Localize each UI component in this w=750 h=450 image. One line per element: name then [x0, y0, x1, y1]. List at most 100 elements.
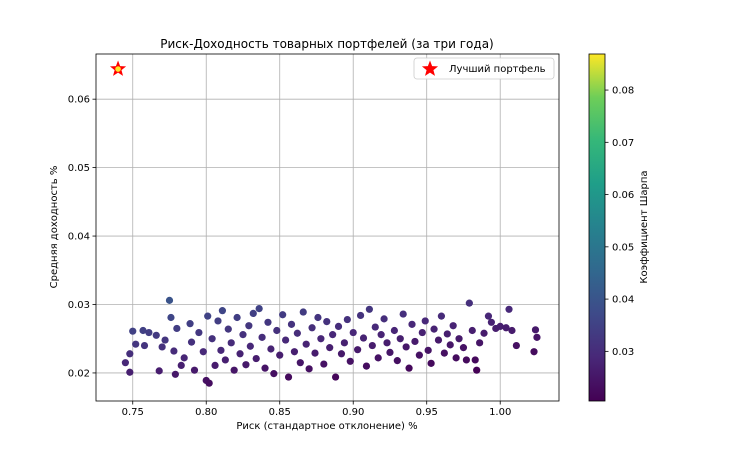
y-axis-label: Средняя доходность %	[49, 166, 60, 289]
portfolio-point	[393, 357, 401, 365]
portfolio-point	[177, 361, 185, 370]
portfolio-point	[126, 350, 134, 358]
portfolio-point	[217, 346, 225, 354]
portfolio-point	[284, 373, 293, 381]
portfolio-point	[399, 310, 407, 318]
x-tick-label: 0.95	[416, 407, 438, 418]
portfolio-point	[427, 359, 435, 367]
portfolio-point	[411, 337, 419, 346]
portfolio-point	[430, 325, 438, 333]
portfolio-point	[405, 364, 413, 372]
x-tick-label: 0.90	[342, 407, 364, 418]
portfolio-point	[308, 324, 316, 332]
portfolio-point	[340, 339, 349, 347]
portfolio-point	[484, 312, 493, 320]
portfolio-point	[270, 370, 278, 378]
legend: Лучший портфель	[413, 57, 555, 80]
portfolio-point	[211, 361, 219, 370]
portfolio-point	[267, 345, 275, 353]
portfolio-point	[408, 320, 416, 328]
portfolio-point	[258, 333, 266, 341]
portfolio-point	[187, 338, 196, 346]
portfolio-point	[386, 348, 394, 357]
portfolio-point	[471, 356, 479, 364]
portfolio-point	[440, 349, 448, 357]
portfolio-point	[208, 335, 216, 343]
portfolio-point	[383, 339, 391, 347]
y-tick-label: 0.02	[68, 368, 90, 379]
portfolio-point	[205, 379, 213, 387]
portfolio-point	[255, 305, 263, 313]
portfolio-point	[462, 356, 470, 364]
x-tick-label: 0.85	[269, 407, 291, 418]
portfolio-point	[396, 335, 404, 343]
portfolio-point	[443, 330, 451, 338]
portfolio-point	[512, 341, 520, 350]
colorbar-tick-label: 0.03	[612, 347, 634, 358]
portfolio-point	[452, 354, 460, 362]
portfolio-point	[296, 359, 304, 367]
portfolio-point	[158, 343, 166, 351]
portfolio-point	[245, 322, 253, 330]
portfolio-point	[421, 317, 429, 325]
x-tick-label: 0.80	[195, 407, 217, 418]
portfolio-point	[434, 336, 443, 344]
portfolio-point	[287, 320, 296, 328]
portfolio-point	[264, 318, 272, 326]
colorbar: 0.03 0.04 0.05 0.06 0.07 0.08 Коэффициент Шар…	[588, 53, 650, 402]
portfolio-point	[282, 336, 290, 344]
portfolio-point	[279, 311, 287, 319]
portfolio-point	[221, 356, 229, 364]
portfolio-point	[455, 335, 463, 343]
portfolio-point	[487, 318, 495, 326]
portfolio-point	[199, 348, 207, 356]
portfolio-point	[480, 329, 488, 337]
portfolio-point	[323, 318, 331, 326]
portfolio-point	[239, 331, 247, 339]
portfolio-point	[349, 328, 357, 337]
portfolio-point	[233, 313, 241, 322]
portfolio-point	[167, 313, 175, 322]
portfolio-point	[261, 364, 269, 372]
colorbar-tick-label: 0.08	[612, 86, 634, 97]
portfolio-point	[468, 326, 476, 335]
colorbar-ticks: 0.03 0.04 0.05 0.06 0.07 0.08	[605, 86, 634, 358]
portfolio-point	[415, 351, 423, 359]
portfolio-point	[365, 305, 373, 313]
portfolio-point	[214, 317, 222, 325]
portfolio-point	[227, 339, 235, 347]
portfolio-point	[152, 331, 160, 339]
portfolio-point	[190, 366, 199, 374]
portfolio-point	[331, 373, 340, 381]
colorbar-label: Коэффициент Шарпа	[639, 170, 650, 283]
portfolio-point	[242, 361, 250, 369]
portfolio-point	[356, 311, 365, 320]
portfolio-point	[371, 323, 379, 331]
portfolio-point	[299, 308, 307, 316]
y-tick-label: 0.06	[68, 95, 90, 106]
colorbar-tick-label: 0.05	[612, 242, 634, 253]
portfolio-point	[224, 325, 232, 333]
y-tick-label: 0.04	[68, 232, 90, 243]
portfolio-point	[186, 320, 194, 328]
portfolio-point	[140, 341, 149, 350]
portfolio-point	[273, 326, 281, 335]
portfolio-point	[424, 346, 432, 354]
legend-label: Лучший портфель	[449, 64, 546, 75]
plot-frame	[95, 53, 560, 402]
legend-star-icon	[421, 60, 439, 76]
portfolio-point	[326, 344, 334, 352]
portfolio-point	[165, 296, 174, 304]
x-tick-label: 0.75	[122, 407, 144, 418]
portfolio-point	[320, 360, 328, 368]
y-tick-label: 0.05	[68, 163, 90, 174]
portfolio-point	[236, 350, 244, 358]
portfolio-point	[218, 307, 227, 315]
portfolio-point	[446, 341, 454, 349]
portfolio-point	[173, 324, 181, 333]
portfolio-point	[204, 312, 212, 320]
portfolio-point	[276, 351, 284, 359]
y-tick-label: 0.03	[68, 300, 90, 311]
portfolio-point	[473, 366, 481, 374]
portfolio-point	[476, 339, 484, 347]
